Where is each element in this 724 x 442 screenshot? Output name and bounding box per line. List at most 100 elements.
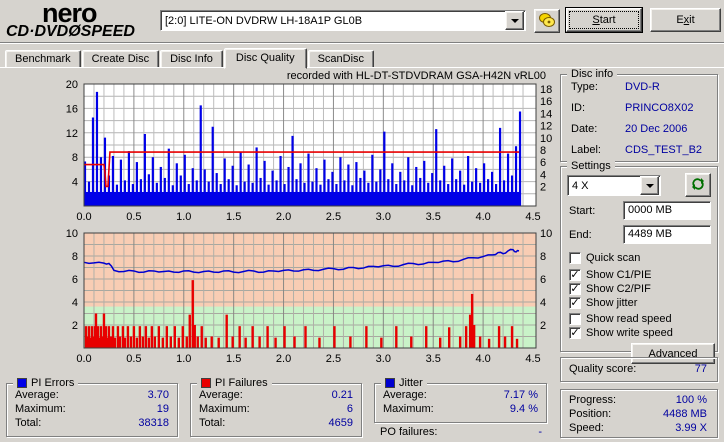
scan-speed-select[interactable]: 4 X (567, 175, 661, 196)
checkbox-show-read-speed[interactable]: Show read speed (569, 312, 672, 325)
tab-disc-quality[interactable]: Disc Quality (223, 48, 307, 69)
position-label: Position: (569, 408, 612, 420)
svg-text:14: 14 (540, 108, 552, 120)
drive-select[interactable]: [2:0] LITE-ON DVDRW LH-18A1P GL0B (160, 10, 526, 31)
chevron-down-icon[interactable] (640, 176, 659, 195)
end-position-field[interactable]: 4489 MB (623, 225, 711, 244)
po-failures-row: PO failures: - (380, 426, 542, 438)
stat-row: Total: 38318 (15, 417, 169, 429)
pi-errors-swatch (17, 378, 27, 388)
svg-text:12: 12 (540, 121, 552, 133)
start-button[interactable]: Start (566, 8, 642, 32)
svg-text:2.0: 2.0 (276, 353, 291, 365)
exit-button-label: Exit (676, 14, 695, 26)
jitter-pi-failures-chart: 10 10 8 8 6 6 4 4 2 2 0.0 0.5 1.0 1.5 2.0 2.5 3.0 3.5 4.0 4… (66, 228, 553, 365)
svg-text:4: 4 (540, 169, 546, 181)
svg-text:3.5: 3.5 (426, 211, 441, 223)
checkbox-show-write-speed[interactable]: ✓ Show write speed (569, 326, 673, 339)
svg-text:6: 6 (72, 274, 78, 286)
pi-failures-stats-box: PI Failures Average: 0.21 Maximum: 6 Total… (190, 377, 362, 437)
checkbox-box[interactable]: ✓ (569, 282, 581, 295)
tab-disc-info[interactable]: Disc Info (160, 50, 223, 68)
checkbox-box[interactable] (569, 312, 581, 325)
pi-errors-legend: PI Errors (13, 377, 79, 389)
svg-text:2: 2 (72, 320, 78, 332)
quality-score-value: 77 (694, 363, 707, 375)
svg-text:8: 8 (540, 251, 546, 263)
checkbox-box[interactable]: ✓ (569, 326, 581, 339)
drive-select-value: [2:0] LITE-ON DVDRW LH-18A1P GL0B (165, 14, 363, 27)
end-position-label: End: (569, 229, 592, 241)
progress-label: Progress: (569, 394, 617, 406)
checkbox-show-c2-pif[interactable]: ✓ Show C2/PIF (569, 282, 651, 295)
svg-text:8: 8 (72, 251, 78, 263)
svg-text:4: 4 (72, 177, 78, 189)
tab-bar: Benchmark Create Disc Disc Info Disc Qua… (5, 47, 375, 69)
svg-text:3.0: 3.0 (376, 353, 391, 365)
tab-create-disc[interactable]: Create Disc (81, 50, 160, 68)
eject-disc-icon (539, 12, 555, 27)
po-failures-label: PO failures: (380, 426, 438, 438)
stat-row: Maximum: 9.4 % (383, 403, 538, 415)
cd-dvd-speed-logo-text: CD·DVDØSPEED (6, 23, 135, 40)
progress-value: 100 % (675, 394, 707, 406)
svg-text:2.5: 2.5 (326, 353, 341, 365)
svg-text:3.0: 3.0 (376, 211, 391, 223)
checkbox-box[interactable]: ✓ (569, 268, 581, 281)
svg-text:12: 12 (66, 128, 78, 140)
quality-score-label: Quality score: (569, 363, 637, 375)
svg-text:10: 10 (540, 133, 552, 145)
refresh-button[interactable] (685, 173, 711, 197)
jitter-swatch (385, 378, 395, 388)
svg-text:0.5: 0.5 (126, 211, 141, 223)
svg-text:0.0: 0.0 (76, 211, 91, 223)
checkbox-box[interactable]: ✓ (569, 296, 581, 309)
svg-text:2: 2 (540, 182, 546, 194)
chevron-down-icon[interactable] (505, 11, 524, 30)
scan-speed-value: 4 X (572, 179, 589, 192)
svg-text:6: 6 (540, 274, 546, 286)
pi-errors-stats-box: PI Errors Average: 3.70 Maximum: 19 Total:… (6, 377, 178, 437)
checkbox-quick-scan[interactable]: Quick scan (569, 251, 640, 264)
quality-score-box: Quality score: 77 (560, 357, 718, 382)
advanced-button[interactable]: Advanced (631, 343, 715, 364)
refresh-icon (692, 177, 704, 190)
jitter-legend: Jitter (381, 377, 427, 389)
toolbar-divider (0, 42, 724, 44)
exit-button[interactable]: Exit (650, 8, 721, 32)
svg-text:4.5: 4.5 (525, 353, 540, 365)
svg-text:20: 20 (66, 79, 78, 91)
disc-info-title: Disc info (567, 68, 618, 80)
disc-label-label: Label: (571, 144, 601, 156)
svg-text:4.5: 4.5 (525, 211, 540, 223)
svg-text:10: 10 (540, 228, 552, 240)
speed-value: 3.99 X (675, 422, 707, 434)
svg-text:2.5: 2.5 (326, 211, 341, 223)
settings-group: Settings 4 X Start: 0000 MB End: 4489 MB… (560, 160, 718, 364)
recorded-with-title: recorded with HL-DT-STDVDRAM GSA-H42N vR… (286, 70, 546, 82)
checkbox-show-c1-pie[interactable]: ✓ Show C1/PIE (569, 268, 652, 281)
disc-type-label: Type: (571, 81, 598, 93)
stat-row: Maximum: 6 (199, 403, 353, 415)
progress-box: Progress: 100 % Position: 4488 MB Speed:… (560, 389, 718, 438)
speed-label: Speed: (569, 422, 604, 434)
pi-failures-legend: PI Failures (197, 377, 272, 389)
svg-text:4.0: 4.0 (475, 211, 490, 223)
eject-disc-button[interactable] (534, 9, 560, 33)
svg-text:3.5: 3.5 (426, 353, 441, 365)
start-position-field[interactable]: 0000 MB (623, 201, 711, 220)
tab-benchmark[interactable]: Benchmark (5, 50, 81, 68)
checkbox-box[interactable] (569, 251, 581, 264)
tab-scandisc[interactable]: ScanDisc (307, 50, 375, 68)
disc-id-label: ID: (571, 102, 586, 114)
checkbox-show-jitter[interactable]: ✓ Show jitter (569, 296, 638, 309)
disc-info-group: Disc info Type: DVD-R ID: PRINCO8X02 Dat… (560, 68, 718, 162)
jitter-stats-box: Jitter Average: 7.17 % Maximum: 9.4 % (374, 377, 547, 423)
stat-row: Total: 4659 (199, 417, 353, 429)
svg-text:8: 8 (540, 145, 546, 157)
stat-row: Average: 7.17 % (383, 389, 538, 401)
svg-text:1.0: 1.0 (176, 353, 191, 365)
svg-text:4.0: 4.0 (475, 353, 490, 365)
start-button-label: Start (569, 11, 639, 29)
